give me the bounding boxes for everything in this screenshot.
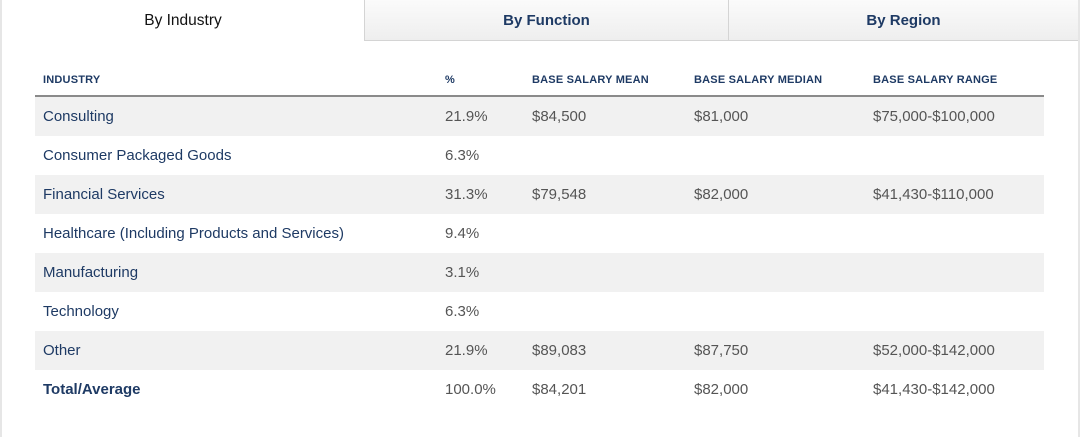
mean-cell bbox=[524, 214, 686, 253]
percent-cell: 9.4% bbox=[445, 225, 480, 242]
header-salary-mean: BASE SALARY MEAN bbox=[524, 64, 686, 97]
median-cell: $87,750 bbox=[686, 331, 865, 370]
mean-cell: $84,201 bbox=[532, 381, 587, 398]
mean-cell bbox=[524, 253, 686, 292]
industry-name: Financial Services bbox=[35, 175, 437, 214]
industry-name: Consumer Packaged Goods bbox=[43, 147, 232, 164]
industry-name: Technology bbox=[43, 303, 119, 320]
frame-border-right bbox=[1078, 0, 1080, 437]
industry-name: Healthcare (Including Products and Servi… bbox=[43, 225, 344, 242]
mean-cell bbox=[524, 136, 686, 175]
percent-cell: 6.3% bbox=[445, 147, 480, 164]
table-row: Technology 6.3% bbox=[35, 292, 1044, 331]
percent-cell: 31.3% bbox=[437, 175, 524, 214]
header-salary-median: BASE SALARY MEDIAN bbox=[686, 64, 865, 97]
industry-name: Manufacturing bbox=[35, 253, 437, 292]
header-salary-range: BASE SALARY RANGE bbox=[865, 64, 1044, 97]
range-cell: $75,000-$100,000 bbox=[865, 96, 1044, 136]
range-cell bbox=[865, 253, 1044, 292]
table-row: Financial Services 31.3% $79,548 $82,000… bbox=[35, 175, 1044, 214]
frame-border-left bbox=[0, 0, 2, 437]
mean-cell: $89,083 bbox=[524, 331, 686, 370]
median-cell: $82,000 bbox=[694, 381, 749, 398]
range-cell: $41,430-$142,000 bbox=[873, 381, 995, 398]
percent-cell: 6.3% bbox=[445, 303, 480, 320]
mean-cell: $84,500 bbox=[524, 96, 686, 136]
range-cell bbox=[865, 136, 1044, 175]
range-cell: $52,000-$142,000 bbox=[865, 331, 1044, 370]
median-cell bbox=[686, 136, 865, 175]
industry-name: Other bbox=[35, 331, 437, 370]
total-label: Total/Average bbox=[43, 381, 141, 398]
table-header-row: INDUSTRY % BASE SALARY MEAN BASE SALARY … bbox=[35, 64, 1044, 97]
header-industry: INDUSTRY bbox=[35, 64, 437, 97]
median-cell bbox=[686, 253, 865, 292]
tab-by-region[interactable]: By Region bbox=[728, 0, 1078, 41]
range-cell bbox=[865, 292, 1044, 331]
tab-by-function[interactable]: By Function bbox=[364, 0, 728, 41]
median-cell: $82,000 bbox=[686, 175, 865, 214]
percent-cell: 3.1% bbox=[437, 253, 524, 292]
table-total-row: Total/Average 100.0% $84,201 $82,000 $41… bbox=[35, 370, 1044, 409]
percent-cell: 21.9% bbox=[437, 331, 524, 370]
industry-name: Consulting bbox=[35, 96, 437, 136]
table-row: Consulting 21.9% $84,500 $81,000 $75,000… bbox=[35, 96, 1044, 136]
range-cell bbox=[865, 214, 1044, 253]
percent-cell: 21.9% bbox=[437, 96, 524, 136]
median-cell: $81,000 bbox=[686, 96, 865, 136]
tab-by-industry[interactable]: By Industry bbox=[2, 0, 364, 42]
range-cell: $41,430-$110,000 bbox=[865, 175, 1044, 214]
industry-salary-table: INDUSTRY % BASE SALARY MEAN BASE SALARY … bbox=[35, 64, 1044, 409]
table-row: Consumer Packaged Goods 6.3% bbox=[35, 136, 1044, 175]
table-row: Healthcare (Including Products and Servi… bbox=[35, 214, 1044, 253]
mean-cell bbox=[524, 292, 686, 331]
percent-cell: 100.0% bbox=[445, 381, 496, 398]
table-row: Manufacturing 3.1% bbox=[35, 253, 1044, 292]
tab-bar: By Industry By Function By Region bbox=[2, 0, 1078, 42]
mean-cell: $79,548 bbox=[524, 175, 686, 214]
median-cell bbox=[686, 214, 865, 253]
median-cell bbox=[686, 292, 865, 331]
table-row: Other 21.9% $89,083 $87,750 $52,000-$142… bbox=[35, 331, 1044, 370]
header-percent: % bbox=[437, 64, 524, 97]
